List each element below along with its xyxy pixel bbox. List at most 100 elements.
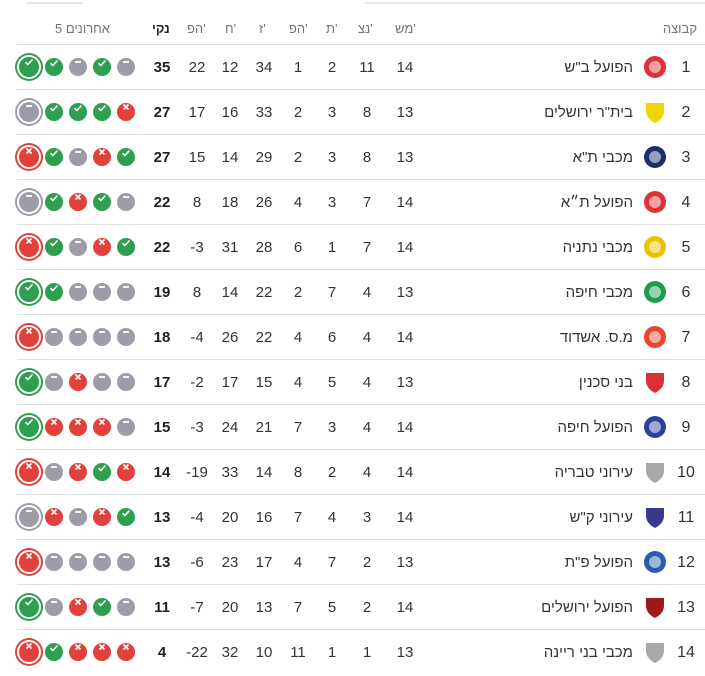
draw-result-icon[interactable]	[69, 148, 87, 166]
draw-result-icon[interactable]	[117, 58, 135, 76]
table-row[interactable]: 4 -22 32 10 11 1 1 13 מכבי בני ריינה 14	[17, 629, 705, 675]
win-result-icon[interactable]	[17, 595, 41, 619]
team-name[interactable]: הפועל ב"ש	[564, 59, 633, 76]
win-result-icon[interactable]	[45, 103, 63, 121]
header-goal-diff[interactable]: הפ'	[187, 21, 206, 36]
loss-result-icon[interactable]	[17, 550, 41, 574]
team-name[interactable]: מכבי ת"א	[572, 149, 633, 166]
win-result-icon[interactable]	[117, 148, 135, 166]
win-result-icon[interactable]	[45, 148, 63, 166]
win-result-icon[interactable]	[45, 283, 63, 301]
table-row[interactable]: 13 -4 20 16 7 4 3 14 עירוני ק"ש 11	[17, 494, 705, 540]
team-name[interactable]: הפועל חיפה	[557, 419, 633, 436]
table-row[interactable]: 17 -2 17 15 4 5 4 13 בני סכנין 8	[17, 359, 705, 405]
draw-result-icon[interactable]	[69, 553, 87, 571]
loss-result-icon[interactable]	[69, 643, 87, 661]
loss-result-icon[interactable]	[93, 643, 111, 661]
loss-result-icon[interactable]	[69, 193, 87, 211]
header-won[interactable]: נצ'	[358, 21, 373, 36]
loss-result-icon[interactable]	[117, 463, 135, 481]
loss-result-icon[interactable]	[69, 373, 87, 391]
draw-result-icon[interactable]	[93, 373, 111, 391]
table-row[interactable]: 11 -7 20 13 7 5 2 14 הפועל ירושלים 13	[17, 584, 705, 630]
win-result-icon[interactable]	[93, 103, 111, 121]
draw-result-icon[interactable]	[93, 283, 111, 301]
draw-result-icon[interactable]	[45, 553, 63, 571]
win-result-icon[interactable]	[69, 103, 87, 121]
draw-result-icon[interactable]	[69, 58, 87, 76]
win-result-icon[interactable]	[93, 58, 111, 76]
team-name[interactable]: מכבי חיפה	[565, 284, 633, 301]
table-row[interactable]: 19 8 14 22 2 7 4 13 מכבי חיפה 6	[17, 269, 705, 315]
table-row[interactable]: 14 -19 33 14 8 2 4 14 עירוני טבריה 10	[17, 449, 705, 495]
win-result-icon[interactable]	[45, 238, 63, 256]
draw-result-icon[interactable]	[17, 100, 41, 124]
win-result-icon[interactable]	[45, 643, 63, 661]
table-row[interactable]: 27 15 14 29 2 3 8 13 מכבי ת"א 3	[17, 134, 705, 180]
win-result-icon[interactable]	[93, 463, 111, 481]
draw-result-icon[interactable]	[117, 373, 135, 391]
team-name[interactable]: הפועל ירושלים	[541, 599, 633, 616]
draw-result-icon[interactable]	[45, 598, 63, 616]
team-name[interactable]: עירוני טבריה	[554, 464, 633, 481]
team-name[interactable]: בית"ר ירושלים	[544, 104, 633, 121]
win-result-icon[interactable]	[93, 193, 111, 211]
win-result-icon[interactable]	[17, 55, 41, 79]
loss-result-icon[interactable]	[17, 325, 41, 349]
table-row[interactable]: 27 17 16 33 2 3 8 13 בית"ר ירושלים 2	[17, 89, 705, 135]
team-name[interactable]: מכבי נתניה	[562, 239, 633, 256]
draw-result-icon[interactable]	[69, 508, 87, 526]
header-goals-against[interactable]: ח'	[225, 21, 237, 36]
loss-result-icon[interactable]	[69, 463, 87, 481]
loss-result-icon[interactable]	[117, 643, 135, 661]
draw-result-icon[interactable]	[117, 283, 135, 301]
loss-result-icon[interactable]	[93, 508, 111, 526]
table-row[interactable]: 22 8 18 26 4 3 7 14 הפועל ת״א 4	[17, 179, 705, 225]
loss-result-icon[interactable]	[17, 460, 41, 484]
draw-result-icon[interactable]	[117, 553, 135, 571]
team-name[interactable]: עירוני ק"ש	[569, 509, 633, 526]
team-name[interactable]: הפועל ת״א	[560, 194, 633, 211]
draw-result-icon[interactable]	[93, 328, 111, 346]
header-points[interactable]: נקי	[152, 21, 170, 36]
loss-result-icon[interactable]	[17, 235, 41, 259]
header-lost[interactable]: הפ'	[289, 21, 308, 36]
table-row[interactable]: 13 -6 23 17 4 7 2 13 הפועל פ"ת 12	[17, 539, 705, 585]
team-name[interactable]: בני סכנין	[578, 374, 633, 391]
draw-result-icon[interactable]	[69, 238, 87, 256]
header-goals-for[interactable]: ז'	[259, 21, 266, 36]
team-name[interactable]: מ.ס. אשדוד	[559, 329, 633, 346]
loss-result-icon[interactable]	[93, 418, 111, 436]
win-result-icon[interactable]	[117, 238, 135, 256]
win-result-icon[interactable]	[17, 370, 41, 394]
table-row[interactable]: 35 22 12 34 1 2 11 14 הפועל ב"ש 1	[17, 44, 705, 90]
loss-result-icon[interactable]	[69, 598, 87, 616]
header-played[interactable]: מש'	[395, 21, 416, 36]
draw-result-icon[interactable]	[93, 553, 111, 571]
table-row[interactable]: 18 -4 26 22 4 6 4 14 מ.ס. אשדוד 7	[17, 314, 705, 360]
loss-result-icon[interactable]	[69, 418, 87, 436]
draw-result-icon[interactable]	[117, 418, 135, 436]
win-result-icon[interactable]	[17, 415, 41, 439]
loss-result-icon[interactable]	[17, 640, 41, 664]
draw-result-icon[interactable]	[17, 505, 41, 529]
draw-result-icon[interactable]	[117, 193, 135, 211]
win-result-icon[interactable]	[93, 598, 111, 616]
loss-result-icon[interactable]	[17, 145, 41, 169]
draw-result-icon[interactable]	[117, 328, 135, 346]
table-row[interactable]: 22 -3 31 28 6 1 7 14 מכבי נתניה 5	[17, 224, 705, 270]
draw-result-icon[interactable]	[45, 328, 63, 346]
win-result-icon[interactable]	[117, 508, 135, 526]
loss-result-icon[interactable]	[45, 418, 63, 436]
draw-result-icon[interactable]	[45, 373, 63, 391]
draw-result-icon[interactable]	[69, 283, 87, 301]
team-name[interactable]: מכבי בני ריינה	[543, 644, 633, 661]
loss-result-icon[interactable]	[45, 508, 63, 526]
draw-result-icon[interactable]	[17, 190, 41, 214]
table-row[interactable]: 15 -3 24 21 7 3 4 14 הפועל חיפה 9	[17, 404, 705, 450]
win-result-icon[interactable]	[45, 58, 63, 76]
win-result-icon[interactable]	[45, 193, 63, 211]
draw-result-icon[interactable]	[117, 598, 135, 616]
loss-result-icon[interactable]	[93, 148, 111, 166]
loss-result-icon[interactable]	[117, 103, 135, 121]
